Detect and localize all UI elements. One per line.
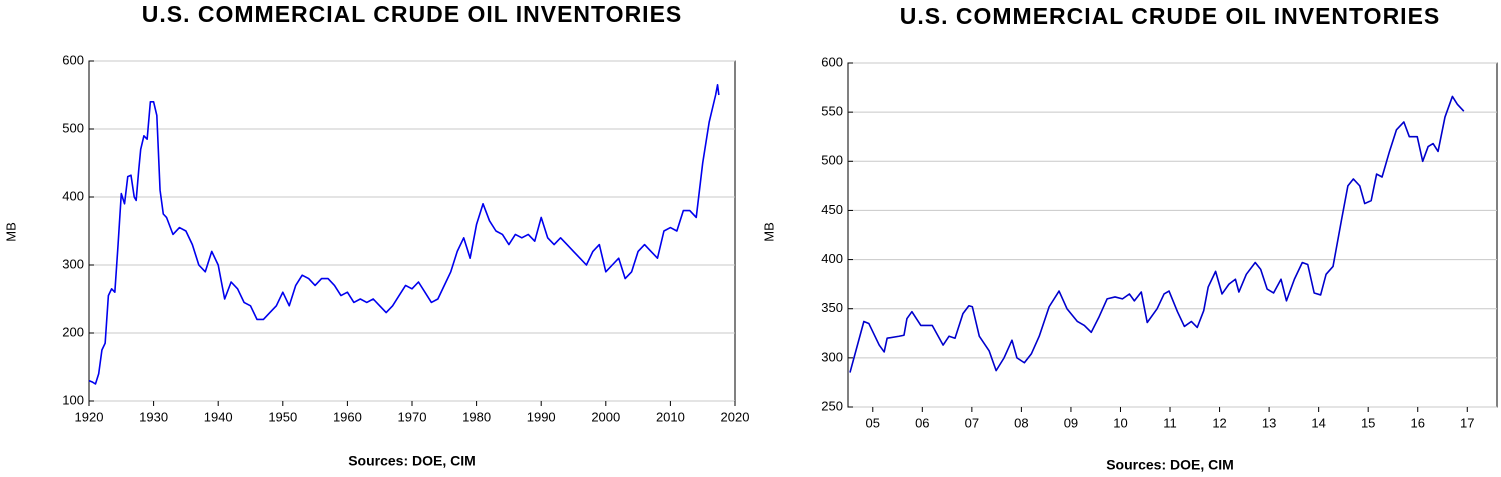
x-tick-label: 2000 <box>591 409 620 424</box>
y-axis-label: MB <box>761 222 776 242</box>
x-tick-label: 09 <box>1064 415 1078 430</box>
plot-area <box>847 62 1498 408</box>
x-tick-label: 1950 <box>268 409 297 424</box>
y-tick-label: 100 <box>62 392 84 407</box>
x-tick-label: 2010 <box>656 409 685 424</box>
x-tick-label: 1920 <box>75 409 104 424</box>
x-tick-label: 07 <box>965 415 979 430</box>
y-tick-label: 400 <box>62 188 84 203</box>
x-tick-label: 17 <box>1460 415 1474 430</box>
y-tick-label: 450 <box>821 202 843 217</box>
y-tick-label: 300 <box>821 349 843 364</box>
x-tick-label: 13 <box>1262 415 1276 430</box>
y-tick-label: 600 <box>821 54 843 69</box>
x-tick-label: 10 <box>1113 415 1127 430</box>
chart-title: U.S. COMMERCIAL CRUDE OIL INVENTORIES <box>900 3 1441 29</box>
x-tick-label: 1980 <box>462 409 491 424</box>
y-tick-label: 550 <box>821 104 843 119</box>
plot-area <box>88 60 736 402</box>
data-line <box>849 95 1465 373</box>
y-tick-label: 300 <box>62 256 84 271</box>
x-tick-label: 1990 <box>527 409 556 424</box>
x-tick-label: 2020 <box>721 409 750 424</box>
y-tick-label: 250 <box>821 398 843 413</box>
source-note: Sources: DOE, CIM <box>348 453 476 469</box>
y-tick-label: 500 <box>821 153 843 168</box>
y-tick-label: 400 <box>821 251 843 266</box>
x-tick-label: 12 <box>1212 415 1226 430</box>
x-tick-label: 1940 <box>204 409 233 424</box>
y-tick-label: 500 <box>62 120 84 135</box>
x-tick-label: 06 <box>915 415 929 430</box>
y-tick-label: 350 <box>821 300 843 315</box>
x-tick-label: 1930 <box>139 409 168 424</box>
y-axis-label: MB <box>3 222 18 242</box>
data-line <box>88 84 720 385</box>
x-tick-label: 1960 <box>333 409 362 424</box>
x-tick-label: 14 <box>1311 415 1325 430</box>
source-note: Sources: DOE, CIM <box>1106 457 1234 473</box>
x-tick-label: 1970 <box>398 409 427 424</box>
x-tick-label: 08 <box>1014 415 1028 430</box>
x-tick-label: 16 <box>1410 415 1424 430</box>
x-tick-label: 15 <box>1361 415 1375 430</box>
y-tick-label: 200 <box>62 324 84 339</box>
x-tick-label: 11 <box>1163 415 1177 430</box>
chart-title: U.S. COMMERCIAL CRUDE OIL INVENTORIES <box>142 1 683 27</box>
x-tick-label: 05 <box>866 415 880 430</box>
y-tick-label: 600 <box>62 52 84 67</box>
